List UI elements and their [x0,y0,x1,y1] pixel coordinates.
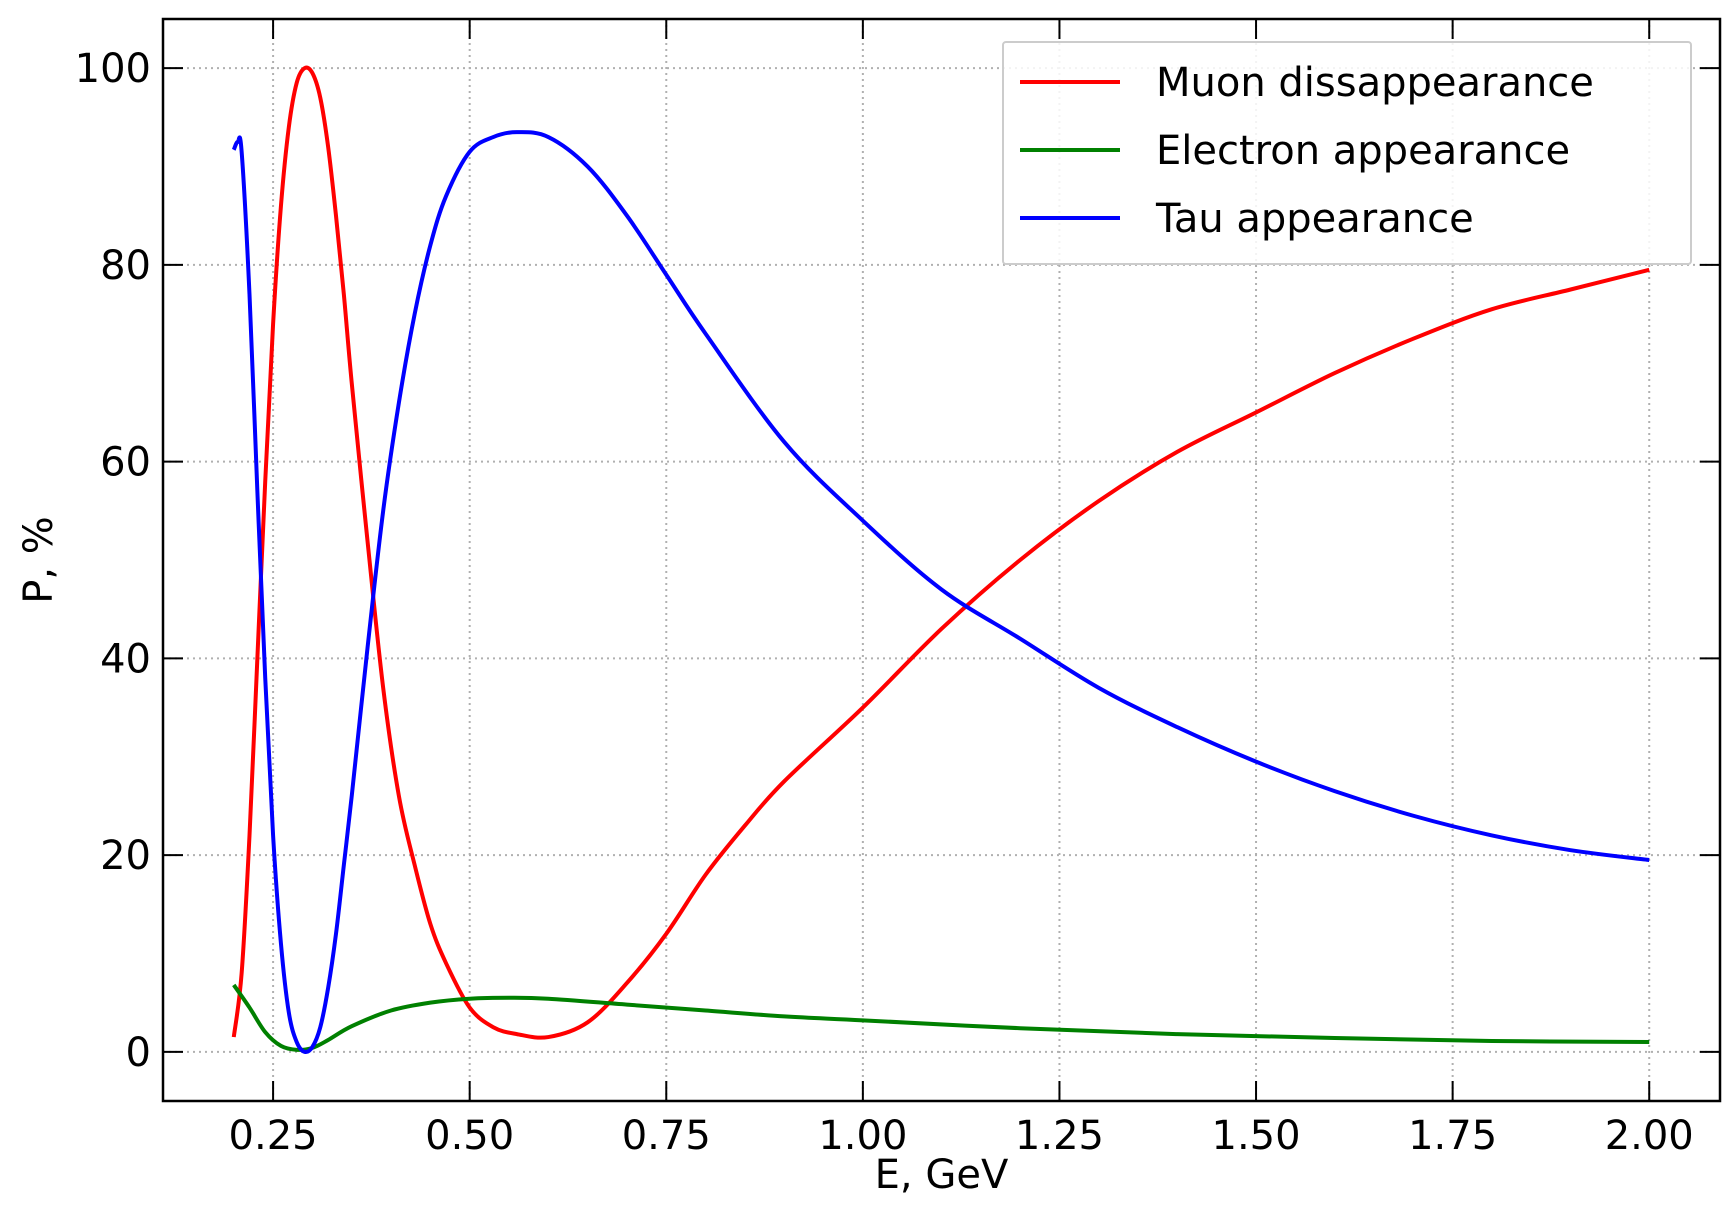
series-line-tau-appearance [231,130,1650,1055]
y-tick-label: 80 [100,243,151,289]
legend-box [1002,41,1692,265]
x-axis-label: E, GeV [875,1152,1009,1198]
x-tick-label: 1.25 [1015,1113,1104,1159]
x-tick-label: 0.75 [622,1113,711,1159]
x-tick-label: 2.00 [1605,1113,1694,1159]
ticks [163,19,1720,1101]
x-tick-label: 1.00 [818,1113,907,1159]
x-tick-label: 1.75 [1408,1113,1497,1159]
y-tick-label: 100 [75,46,151,92]
y-tick-label: 60 [100,440,151,486]
legend-label: Tau appearance [1155,196,1474,242]
legend-label: Electron appearance [1156,128,1570,174]
tick-labels: 0.25 0.50 0.75 1.00 1.25 1.50 1.75 2.00 0 20 40 60 8… [75,46,1694,1159]
x-tick-label: 1.50 [1212,1113,1301,1159]
y-tick-label: 20 [100,833,151,879]
legend: Muon dissappearance Electron appearance Ta… [1002,41,1692,265]
series-line-electron-appearance [232,983,1650,1052]
y-tick-label: 0 [126,1030,151,1076]
legend-label: Muon dissappearance [1156,60,1594,106]
x-tick-label: 0.50 [425,1113,514,1159]
y-axis-label: P, % [16,516,62,604]
series-layer [231,65,1650,1055]
y-tick-label: 40 [100,636,151,682]
series-line-muon-dissappearance [231,65,1650,1040]
plot-frame [161,17,1722,1103]
x-tick-label: 0.25 [229,1113,318,1159]
